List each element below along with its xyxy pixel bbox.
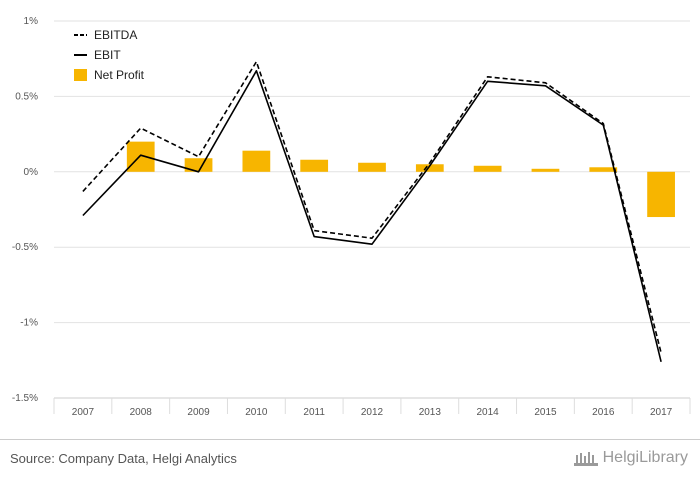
- y-tick-label: 0%: [24, 167, 39, 178]
- x-tick-label: 2017: [650, 407, 673, 418]
- net-profit-bar: [358, 162, 386, 172]
- ebitda-line: [82, 60, 662, 353]
- net-profit-bar: [415, 164, 444, 172]
- legend-item[interactable]: Net Profit: [74, 68, 145, 82]
- y-tick-label: -1%: [20, 318, 38, 329]
- x-axis: 2007 2008 2009 2010 2011 2012 2013 2014 2015 2016…: [53, 397, 691, 418]
- x-tick-label: 2014: [477, 407, 500, 418]
- legend-label: Net Profit: [94, 68, 145, 82]
- legend-swatch: [74, 69, 87, 81]
- y-tick-label: -1.5%: [12, 393, 38, 404]
- legend: EBITDA EBIT Net Profit: [74, 28, 145, 82]
- x-tick-label: 2015: [534, 407, 557, 418]
- net-profit-bars: [126, 141, 675, 218]
- brand-logo[interactable]: HelgiLibrary: [573, 449, 688, 467]
- net-profit-bar: [184, 158, 213, 172]
- net-profit-bar: [473, 165, 502, 172]
- y-tick-label: 0.5%: [15, 91, 38, 102]
- net-profit-bar: [589, 167, 618, 172]
- ebit-line: [82, 70, 662, 362]
- chart: 1%0.5%0%-0.5%-1%-1.5% 2007 2008 2009 2010 20…: [12, 16, 691, 418]
- net-profit-bar: [531, 168, 560, 172]
- brand-text: HelgiLibrary: [602, 449, 688, 466]
- net-profit-bar: [647, 171, 675, 218]
- x-tick-label: 2009: [187, 407, 210, 418]
- legend-label: EBIT: [94, 48, 121, 62]
- source-text: Source: Company Data, Helgi Analytics: [10, 451, 237, 466]
- x-tick-label: 2010: [245, 407, 268, 418]
- net-profit-bar: [242, 150, 271, 172]
- x-tick-label: 2007: [72, 407, 95, 418]
- net-profit-bar: [126, 141, 155, 172]
- y-tick-label: -0.5%: [12, 242, 38, 253]
- y-axis: 1% 0.5% 0% -0.5% -1% -1.5%: [12, 16, 38, 404]
- x-tick-label: 2016: [592, 407, 615, 418]
- net-profit-bar: [300, 159, 329, 172]
- x-tick-label: 2012: [361, 407, 384, 418]
- x-tick-label: 2008: [130, 407, 153, 418]
- x-tick-label: 2013: [419, 407, 442, 418]
- x-tick-label: 2011: [303, 407, 325, 418]
- footer: Source: Company Data, Helgi Analytics He…: [0, 439, 700, 484]
- series-lines: [82, 60, 662, 362]
- legend-item[interactable]: EBIT: [74, 48, 121, 62]
- library-icon: [573, 452, 598, 466]
- y-tick-label: 1%: [24, 16, 39, 27]
- gridlines: [54, 20, 690, 399]
- legend-item[interactable]: EBITDA: [74, 28, 137, 42]
- legend-label: EBITDA: [94, 28, 137, 42]
